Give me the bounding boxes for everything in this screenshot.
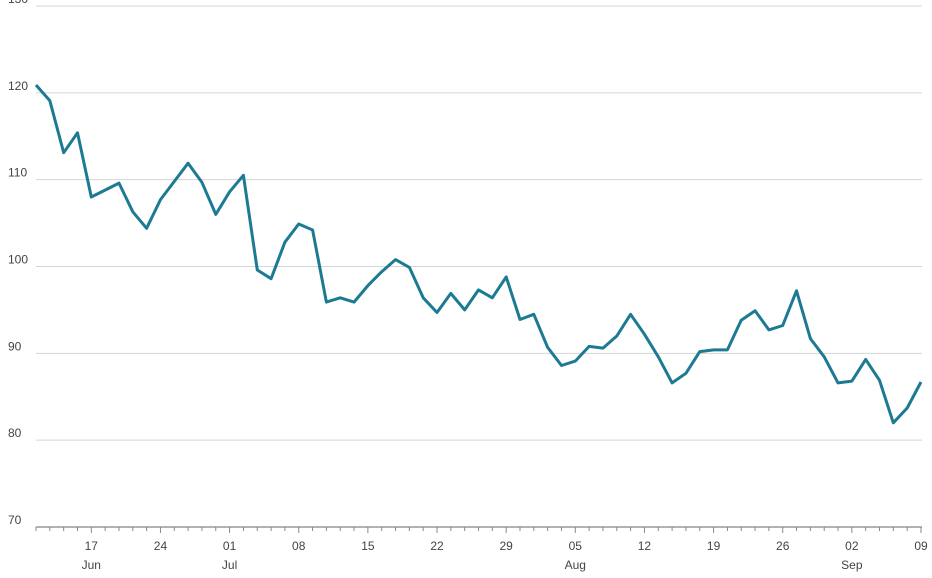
x-tick-label: 15 bbox=[361, 539, 375, 553]
y-tick-label: 100 bbox=[8, 253, 28, 267]
y-tick-label: 130 bbox=[8, 0, 28, 6]
x-tick-label: 05 bbox=[569, 539, 583, 553]
y-tick-label: 110 bbox=[8, 166, 27, 180]
x-tick-label: 08 bbox=[292, 539, 306, 553]
x-month-label: Aug bbox=[565, 558, 586, 572]
y-tick-label: 120 bbox=[8, 79, 28, 93]
x-tick-label: 01 bbox=[223, 539, 237, 553]
y-tick-label: 90 bbox=[8, 339, 22, 353]
x-tick-label: 17 bbox=[85, 539, 99, 553]
y-tick-label: 70 bbox=[8, 513, 22, 527]
x-tick-label: 26 bbox=[776, 539, 790, 553]
line-series bbox=[34, 84, 923, 425]
x-month-label: Jun bbox=[82, 558, 101, 572]
x-tick-label: 09 bbox=[914, 539, 928, 553]
x-month-label: Jul bbox=[222, 558, 237, 572]
y-tick-label: 80 bbox=[8, 426, 22, 440]
x-tick-label: 19 bbox=[707, 539, 721, 553]
x-tick-label: 02 bbox=[845, 539, 859, 553]
x-tick-label: 12 bbox=[638, 539, 652, 553]
x-tick-label: 22 bbox=[430, 539, 444, 553]
x-tick-label: 24 bbox=[154, 539, 168, 553]
x-month-label: Sep bbox=[841, 558, 863, 572]
x-tick-label: 29 bbox=[499, 539, 513, 553]
